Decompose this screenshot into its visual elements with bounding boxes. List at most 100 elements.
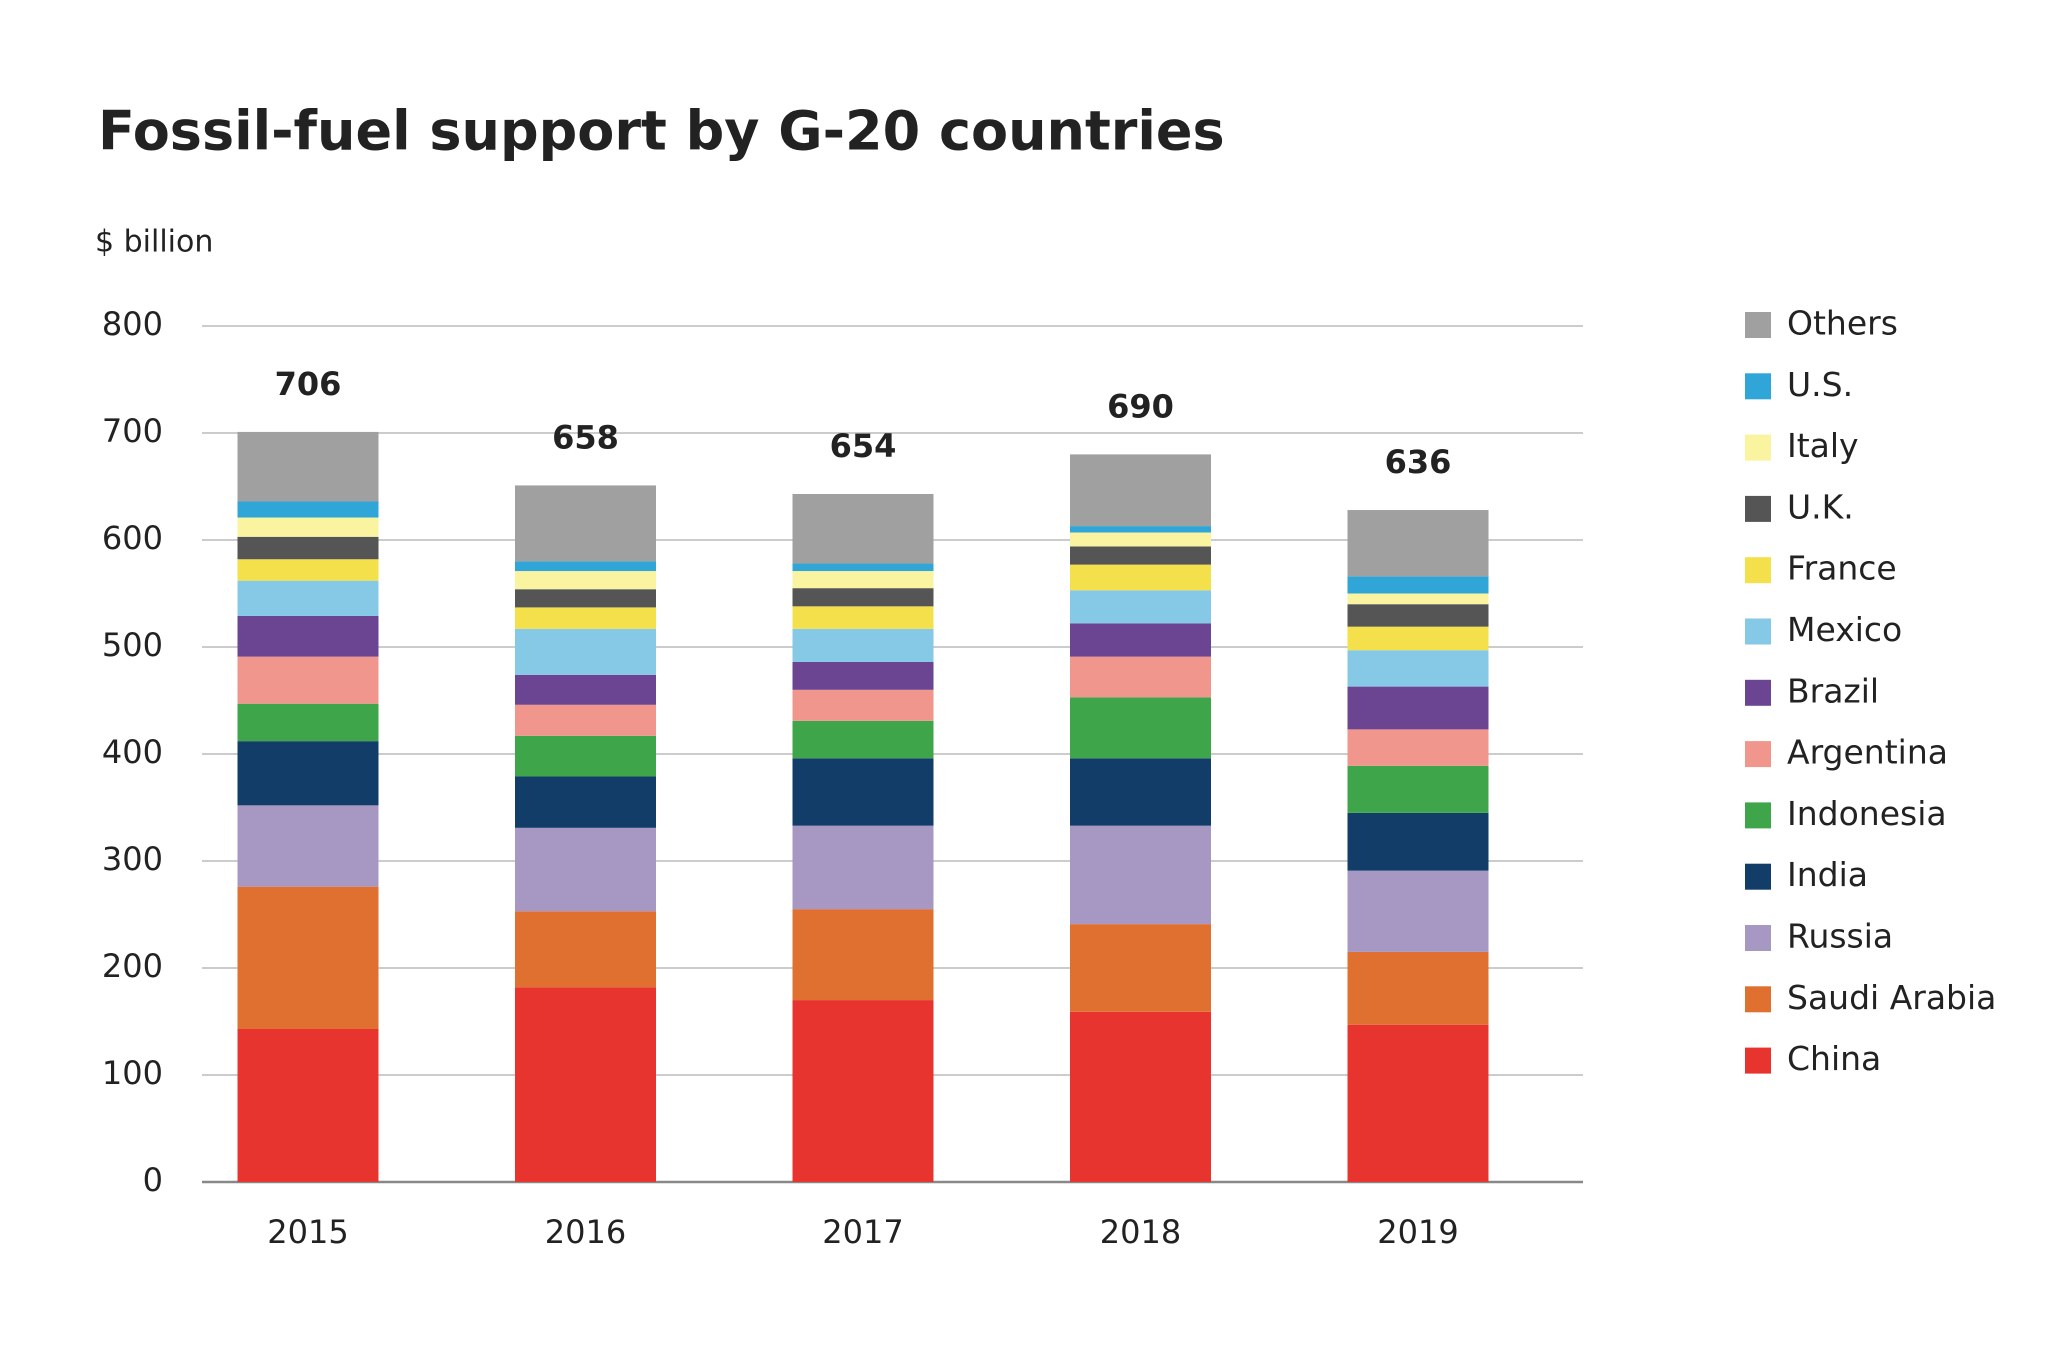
bar-segment bbox=[792, 571, 934, 589]
bar-segment bbox=[237, 431, 379, 502]
legend-swatch bbox=[1745, 557, 1771, 584]
bar-segment bbox=[1347, 870, 1489, 952]
legend-label: Indonesia bbox=[1787, 794, 1947, 833]
bar-segment bbox=[515, 607, 656, 629]
bar-segment bbox=[1070, 924, 1211, 1012]
bar-segment bbox=[237, 1028, 379, 1182]
y-tick-label: 300 bbox=[102, 840, 163, 878]
bar-segment bbox=[1347, 593, 1489, 605]
bar-segment bbox=[792, 661, 934, 690]
bar-segment bbox=[1347, 686, 1489, 730]
legend-swatch bbox=[1745, 679, 1771, 706]
total-label: 690 bbox=[1107, 387, 1174, 425]
bar-segment bbox=[1070, 1011, 1211, 1182]
legend-swatch bbox=[1745, 863, 1771, 890]
bar-segment bbox=[1070, 825, 1211, 925]
total-label: 658 bbox=[552, 418, 619, 456]
y-axis-label: $ billion bbox=[95, 225, 213, 260]
bar-segment bbox=[1347, 576, 1489, 594]
bar-segment bbox=[792, 758, 934, 826]
bar-segment bbox=[237, 501, 379, 518]
legend-label: Brazil bbox=[1787, 671, 1879, 710]
bar-segment bbox=[1347, 604, 1489, 627]
y-tick-label: 600 bbox=[102, 519, 163, 557]
bar-segment bbox=[792, 628, 934, 662]
bar-segment bbox=[515, 827, 656, 912]
x-tick-label: 2019 bbox=[1377, 1213, 1458, 1251]
legend-label: Italy bbox=[1787, 426, 1859, 465]
bar-segment bbox=[1070, 564, 1211, 591]
bar-segment bbox=[237, 886, 379, 1029]
bar-segment bbox=[1070, 532, 1211, 547]
legend-swatch bbox=[1745, 986, 1771, 1013]
y-tick-label: 200 bbox=[102, 947, 163, 985]
bar-segment bbox=[792, 588, 934, 607]
bar-segment bbox=[1070, 656, 1211, 698]
bar-segment bbox=[515, 589, 656, 608]
bar-segment bbox=[792, 825, 934, 910]
total-label: 636 bbox=[1385, 443, 1452, 481]
x-tick-label: 2018 bbox=[1100, 1213, 1181, 1251]
y-tick-label: 100 bbox=[102, 1054, 163, 1092]
legend-swatch bbox=[1745, 741, 1771, 768]
legend-label: Argentina bbox=[1787, 733, 1948, 772]
bar-segment bbox=[1070, 590, 1211, 624]
bar-segment bbox=[792, 1000, 934, 1182]
legend-swatch bbox=[1745, 495, 1771, 522]
bar-segment bbox=[1070, 697, 1211, 759]
bar-segment bbox=[1070, 526, 1211, 533]
bar-segment bbox=[237, 517, 379, 537]
legend-swatch bbox=[1745, 802, 1771, 829]
legend-swatch bbox=[1745, 618, 1771, 645]
legend-swatch bbox=[1745, 925, 1771, 951]
y-tick-label: 500 bbox=[102, 626, 163, 664]
bar-segment bbox=[1347, 765, 1489, 813]
y-tick-label: 800 bbox=[102, 305, 163, 343]
y-tick-label: 400 bbox=[102, 733, 163, 771]
bar-segment bbox=[1070, 454, 1211, 527]
bar-segment bbox=[237, 703, 379, 742]
bar-segment bbox=[515, 485, 656, 562]
bar-segment bbox=[1070, 623, 1211, 657]
legend-swatch bbox=[1745, 312, 1771, 338]
bar-segment bbox=[1347, 951, 1489, 1025]
bar-segment bbox=[792, 493, 934, 564]
legend-label: Saudi Arabia bbox=[1787, 978, 1996, 1017]
x-tick-label: 2017 bbox=[822, 1213, 903, 1251]
bar-segment bbox=[237, 559, 379, 581]
bar-segment bbox=[515, 628, 656, 675]
bar-segment bbox=[237, 805, 379, 887]
bar-segment bbox=[1347, 626, 1489, 651]
total-label: 706 bbox=[275, 365, 342, 403]
bar-segment bbox=[237, 741, 379, 806]
bar-segment bbox=[792, 720, 934, 759]
bar-segment bbox=[792, 563, 934, 572]
legend-label: China bbox=[1787, 1039, 1881, 1078]
bar-segment bbox=[515, 561, 656, 572]
bar-segment bbox=[515, 987, 656, 1182]
bar-segment bbox=[1347, 1024, 1489, 1182]
legend-label: U.K. bbox=[1787, 487, 1854, 526]
legend-label: Russia bbox=[1787, 917, 1893, 956]
legend-label: U.S. bbox=[1787, 365, 1853, 404]
bar-segment bbox=[792, 606, 934, 629]
bar-segment bbox=[515, 571, 656, 590]
bar-segment bbox=[792, 689, 934, 721]
bar-segment bbox=[515, 735, 656, 777]
legend-swatch bbox=[1745, 1047, 1771, 1074]
bar-segment bbox=[237, 615, 379, 657]
legend-swatch bbox=[1745, 434, 1771, 461]
bar-segment bbox=[792, 909, 934, 1001]
bar-segment bbox=[237, 536, 379, 560]
bar-segment bbox=[515, 704, 656, 736]
bar-segment bbox=[1070, 758, 1211, 826]
y-tick-label: 0 bbox=[143, 1161, 163, 1199]
bar-segment bbox=[237, 656, 379, 704]
chart-title: Fossil-fuel support by G-20 countries bbox=[98, 100, 1225, 163]
legend-label: Mexico bbox=[1787, 610, 1902, 649]
legend-swatch bbox=[1745, 373, 1771, 400]
bar-segment bbox=[515, 911, 656, 988]
legend-label: Others bbox=[1787, 304, 1898, 343]
bar-segment bbox=[1347, 729, 1489, 766]
